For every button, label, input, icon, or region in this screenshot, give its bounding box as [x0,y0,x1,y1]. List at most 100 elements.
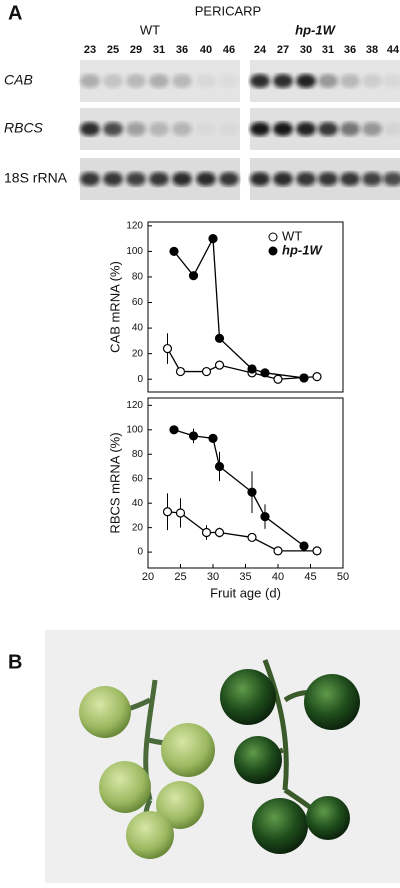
y-tick-label: 20 [132,522,144,533]
band [273,172,293,186]
band [362,172,382,186]
panel-label: B [8,651,22,673]
point [260,368,270,378]
x-tick-label: 25 [174,571,186,583]
point [312,372,322,382]
band [126,172,146,186]
x-axis-label: Fruit age (d) [210,585,281,600]
point [169,246,179,256]
point [214,360,225,370]
band [219,122,239,136]
lane-label: 29 [130,44,142,56]
lane-label: 36 [344,44,356,56]
band [362,122,382,136]
band [149,74,169,88]
band [383,172,400,186]
band [340,172,360,186]
point [175,366,186,377]
band [219,74,239,88]
band [196,122,216,136]
series-line [173,429,305,547]
point [260,512,270,522]
band [149,122,169,136]
band [196,172,216,186]
y-tick-label: 80 [132,272,144,283]
group-label: hp-1W [295,22,336,37]
band [273,74,293,88]
lane-label: 38 [366,44,378,56]
series-line [166,348,318,380]
y-tick-label: 120 [126,400,143,411]
point [214,333,225,343]
x-tick-label: 30 [207,571,219,583]
y-tick-label: 40 [132,498,144,509]
band [362,74,382,88]
point [214,461,225,472]
y-tick-label: 40 [132,323,144,334]
band [340,122,360,136]
point [208,433,218,443]
band [250,74,270,88]
band [196,74,216,88]
band [383,122,400,136]
y-tick-label: 60 [132,297,144,308]
point [169,425,179,435]
band [126,74,146,88]
legend-label: hp-1W [282,242,323,257]
band [296,74,316,88]
point [162,343,173,354]
x-tick-label: 35 [239,571,251,583]
band [172,74,192,88]
y-tick-label: 100 [126,424,143,435]
series-line [167,511,317,552]
band [273,122,293,136]
point [162,507,173,517]
y-tick-label: 0 [137,374,143,385]
lane-label: 31 [322,44,334,56]
lane-label: 27 [277,44,289,56]
y-tick-label: 120 [126,220,143,231]
y-axis-label: RBCS mRNA (%) [107,432,122,533]
point [312,546,322,556]
band [126,122,146,136]
y-axis-label: CAB mRNA (%) [107,261,122,353]
x-tick-label: 50 [337,571,349,583]
lane-label: 40 [200,44,212,56]
plot-frame [147,221,344,393]
band [250,172,270,186]
panel-title: PERICARP [195,3,261,18]
y-tick-label: 80 [132,449,144,460]
point [188,271,199,281]
plot-frame [147,397,344,569]
y-tick-label: 60 [132,473,144,484]
legend-marker [268,246,278,256]
x-tick-label: 40 [272,571,284,583]
band [80,74,100,88]
y-tick-label: 0 [137,547,143,558]
y-tick-label: 100 [126,246,143,257]
band [80,172,100,186]
lane-label: 24 [254,44,267,56]
point [208,234,218,244]
band [250,122,270,136]
band [103,172,123,186]
row-label: CAB [4,72,33,88]
lane-label: 46 [223,44,235,56]
band [296,122,316,136]
point [273,374,283,384]
series-line [173,236,305,379]
group-label: WT [140,22,160,37]
x-tick-label: 45 [304,571,316,583]
lane-label: 44 [387,44,400,56]
point [175,508,186,518]
panel-label: A [8,2,22,24]
band [296,172,316,186]
point [299,541,309,551]
point [201,527,212,538]
point [273,546,283,556]
lane-label: 36 [176,44,188,56]
band [172,122,192,136]
lane-label: 25 [107,44,119,56]
lane-label: 31 [153,44,165,56]
